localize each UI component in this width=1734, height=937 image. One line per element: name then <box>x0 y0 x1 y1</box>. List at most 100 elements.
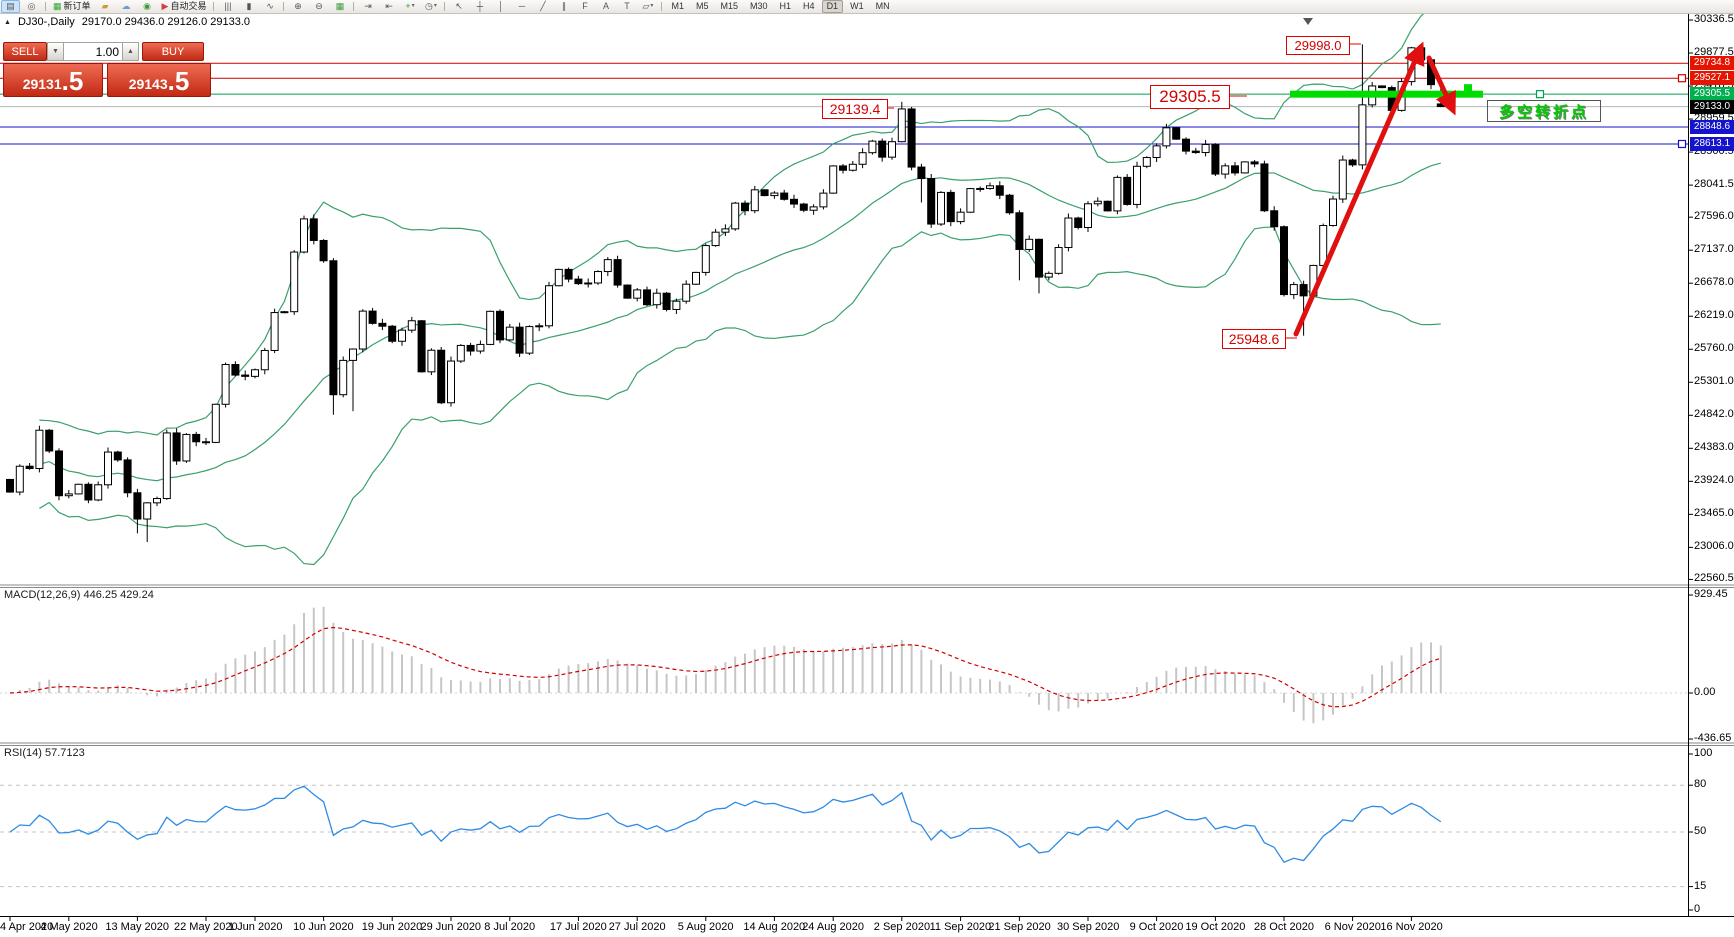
candle-body <box>878 140 887 158</box>
chart-shift-icon[interactable]: ⇤ <box>385 1 393 11</box>
trendline-icon[interactable]: ╱ <box>540 1 546 11</box>
collapse-panel-icon[interactable]: ▲ <box>4 18 11 26</box>
add-indicator-icon[interactable]: + ▾ <box>405 1 415 11</box>
bar-chart-icon[interactable]: ||| <box>224 1 232 11</box>
zoom-out-icon[interactable]: ⊖ <box>315 1 323 11</box>
candle-body <box>574 278 583 285</box>
candle-body <box>633 289 642 299</box>
candle-body <box>525 326 534 354</box>
shapes-icon[interactable]: ▱ ▾ <box>642 1 654 11</box>
candle-body <box>1280 226 1288 296</box>
charts-window-icon[interactable]: ▤ <box>1 0 20 13</box>
horizontal-line-icon[interactable]: ─ <box>518 1 526 11</box>
label-icon[interactable]: T <box>624 1 630 11</box>
toolbar-separator <box>444 2 446 11</box>
candle-body <box>1035 238 1043 278</box>
timeframe-button-mn[interactable]: MN <box>875 1 890 11</box>
gold-icon[interactable]: ▰ <box>101 1 109 11</box>
candle-body <box>153 498 161 504</box>
market-watch-icon[interactable]: ◎ <box>27 1 36 11</box>
line-handle[interactable] <box>1535 90 1545 99</box>
timeframe-button-w1[interactable]: W1 <box>850 1 864 11</box>
volume-decrease-button[interactable]: ▼ <box>47 42 64 61</box>
candle-body <box>946 191 955 223</box>
main-price-pane[interactable] <box>0 14 1688 566</box>
rsi-pane[interactable] <box>0 784 1688 888</box>
sell-button[interactable]: SELL <box>3 42 47 61</box>
candle-body <box>319 239 328 262</box>
timeframe-button-h1[interactable]: H1 <box>779 1 792 11</box>
channel-icon[interactable]: ∥ <box>561 1 567 11</box>
fibonacci-icon[interactable]: F <box>582 1 588 11</box>
candle-body <box>741 202 749 212</box>
sell-price: 29131 <box>22 76 62 92</box>
signal-icon[interactable]: ◉ <box>143 1 151 11</box>
scroll-to-end-icon[interactable]: ⇥ <box>364 1 372 11</box>
buy-price-button[interactable]: 29143.5 <box>107 63 211 97</box>
candle-body <box>1240 161 1249 174</box>
zoom-in-icon[interactable]: ⊕ <box>294 1 302 11</box>
candle-body <box>1211 143 1220 175</box>
candle-body <box>84 483 93 501</box>
candle-body <box>251 369 259 377</box>
candle-body <box>427 349 436 373</box>
candle-body <box>1084 203 1092 229</box>
candle-body <box>1436 103 1445 108</box>
candle-body <box>202 441 210 444</box>
line-chart-icon[interactable]: ∿ <box>266 1 274 11</box>
vertical-line-icon[interactable]: │ <box>498 1 504 11</box>
chart-canvas[interactable] <box>0 14 1734 937</box>
up-trend-arrow[interactable] <box>1293 41 1425 337</box>
candle-body <box>300 218 308 253</box>
candle-body <box>750 189 759 212</box>
candle-body <box>437 349 446 404</box>
timeframe-button-m1[interactable]: M1 <box>671 1 684 11</box>
candle-body <box>564 268 573 280</box>
candlestick-icon[interactable]: ▮ <box>246 1 252 11</box>
candle-body <box>907 108 916 168</box>
main-toolbar: ▤ ◎ ▦ 新订单 ▰ ☁ ◉ ▶ 自动交易 ||| ▮ ∿ ⊕ ⊖ ▦ ⇥ ⇤ + ▾ ◷ ▾ ↖ ┼ │ ─ ╱ ∥ F A T ▱ ▾ M… <box>0 0 1734 14</box>
candle-body <box>270 312 279 351</box>
autotrade-icon[interactable]: ▶ 自动交易 <box>161 1 207 11</box>
candle-body <box>594 271 602 284</box>
candle-body <box>505 326 514 341</box>
candle-body <box>143 502 152 520</box>
buy-button[interactable]: BUY <box>142 42 204 61</box>
candle-body <box>1329 198 1337 227</box>
tile-windows-icon[interactable]: ▦ <box>335 1 345 11</box>
volume-increase-button[interactable]: ▲ <box>122 42 139 61</box>
cursor-icon[interactable]: ↖ <box>455 1 463 11</box>
candle-body <box>1025 238 1034 250</box>
timeframe-button-h4[interactable]: H4 <box>803 1 815 11</box>
timeframe-button-m15[interactable]: M15 <box>720 1 739 11</box>
volume-input[interactable] <box>64 42 122 61</box>
candle-body <box>172 432 181 462</box>
candle-body <box>976 187 985 190</box>
candle-body <box>35 429 44 470</box>
toolbar-separator <box>283 2 285 11</box>
support-zone-handle[interactable] <box>1464 84 1472 93</box>
candle-body <box>378 322 387 327</box>
timeframe-button-m30[interactable]: M30 <box>750 1 768 11</box>
candle-body <box>74 483 83 495</box>
line-handle[interactable] <box>1677 74 1687 83</box>
candle-body <box>133 492 142 520</box>
candle-body <box>917 166 926 180</box>
timeframe-button-m5[interactable]: M5 <box>695 1 709 11</box>
sell-price-button[interactable]: 29131.5 <box>3 63 103 97</box>
candle-body <box>545 285 553 327</box>
text-icon[interactable]: A <box>602 1 609 11</box>
line-handle[interactable] <box>1677 139 1687 149</box>
macd-pane[interactable] <box>0 606 1688 724</box>
down-trend-arrow[interactable] <box>1426 55 1456 116</box>
crosshair-icon[interactable]: ┼ <box>476 1 484 11</box>
cloud-icon[interactable]: ☁ <box>121 1 131 11</box>
candle-body <box>643 289 651 306</box>
chart-shift-marker[interactable] <box>1303 18 1313 25</box>
support-zone-bar[interactable] <box>1290 90 1483 98</box>
timeframe-button-d1[interactable]: D1 <box>821 0 844 13</box>
candle-body <box>456 344 465 362</box>
new-order-icon[interactable]: ▦ 新订单 <box>53 1 91 11</box>
buy-price: 29143 <box>128 76 168 92</box>
period-icon[interactable]: ◷ ▾ <box>425 1 437 11</box>
